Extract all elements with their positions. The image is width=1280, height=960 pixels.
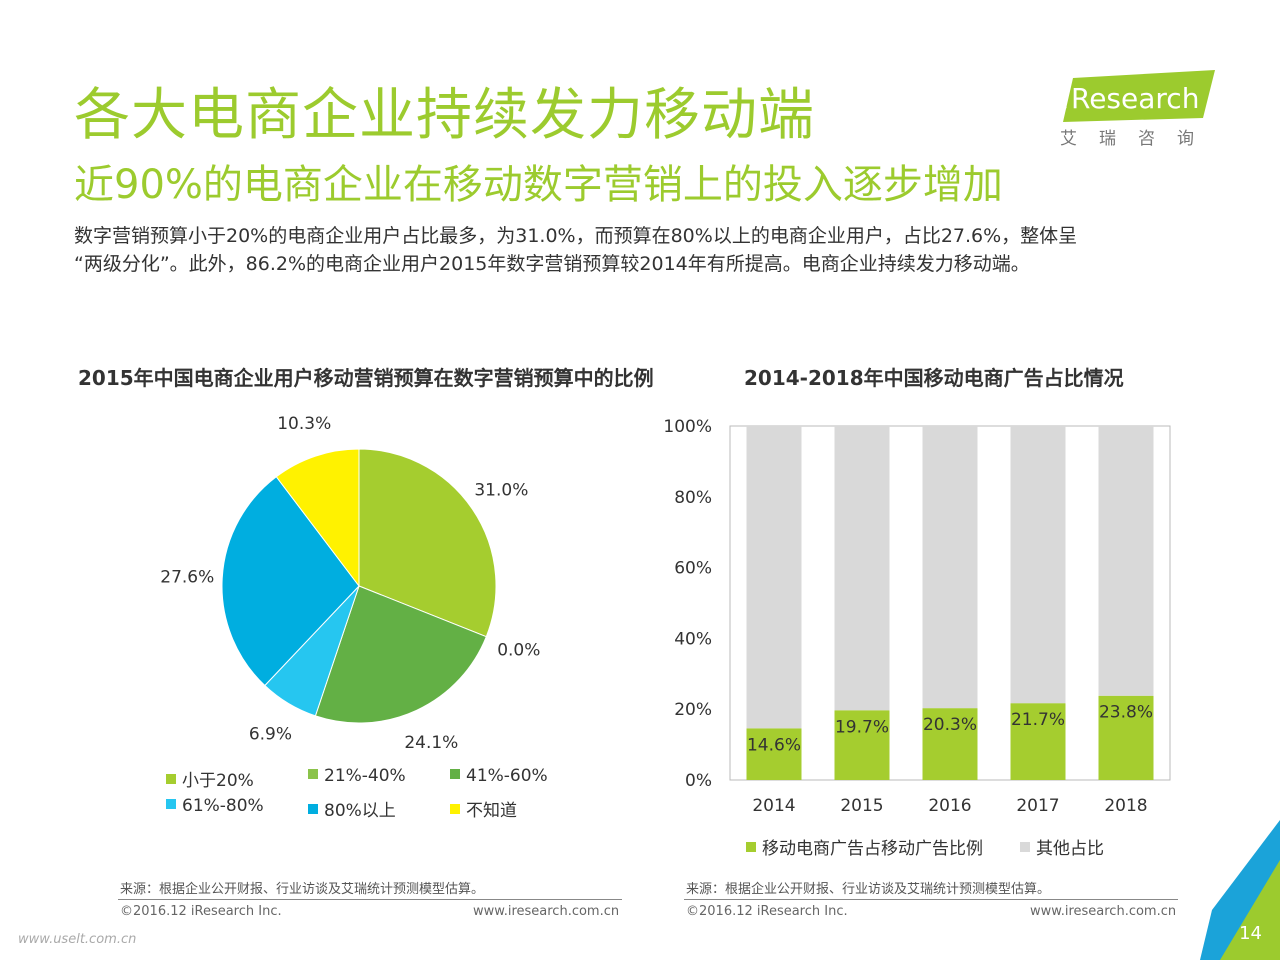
bar-chart: 0% 20% 40% 60% 80% 100% 14.6% 2014 19.7% 2015 20.3… xyxy=(663,417,1171,816)
bar-other xyxy=(746,426,802,729)
y-tick-label: 20% xyxy=(674,700,712,720)
pie-slice xyxy=(358,448,497,638)
bar-other xyxy=(1098,426,1154,696)
legend-item-21-40: 21%-40% xyxy=(308,766,406,786)
legend-label: 移动电商广告占移动广告比例 xyxy=(762,839,983,859)
legend-item-mobile-ad: 移动电商广告占移动广告比例 xyxy=(746,834,983,859)
y-tick-label: 40% xyxy=(674,629,712,649)
legend-label: 80%以上 xyxy=(324,801,396,821)
y-tick-label: 60% xyxy=(674,559,712,579)
legend-label: 其他占比 xyxy=(1036,839,1104,859)
x-tick-label: 2018 xyxy=(1104,796,1147,816)
legend-swatch xyxy=(308,804,318,814)
legend-swatch xyxy=(1020,842,1030,852)
pie-slice-label: 31.0% xyxy=(474,480,528,500)
pie-slice-label: 27.6% xyxy=(160,568,214,588)
site-left: www.iresearch.com.cn xyxy=(473,904,620,919)
logo-text: Research xyxy=(1071,82,1199,115)
footer-divider-right xyxy=(684,899,1178,900)
bar-value-label: 23.8% xyxy=(1099,703,1153,723)
pie-slice-label: 0.0% xyxy=(497,641,540,661)
y-tick-label: 100% xyxy=(663,417,712,437)
legend-swatch xyxy=(746,842,756,852)
site-right: www.iresearch.com.cn xyxy=(1030,904,1177,919)
bar-mobile-ad xyxy=(1010,703,1066,780)
y-tick-label: 80% xyxy=(674,488,712,508)
page-subtitle: 近90%的电商企业在移动数字营销上的投入逐步增加 xyxy=(74,162,1003,208)
logo-i: i xyxy=(1061,81,1069,116)
legend-item-61-80: 61%-80% xyxy=(166,796,264,816)
x-tick-label: 2017 xyxy=(1016,796,1059,816)
logo-chinese: 艾瑞咨询 xyxy=(1060,129,1216,149)
legend-label: 小于20% xyxy=(182,771,254,791)
pie-slice-label: 6.9% xyxy=(249,724,292,744)
bar-other xyxy=(922,426,978,709)
bar-value-label: 21.7% xyxy=(1011,710,1065,730)
legend-swatch xyxy=(450,804,460,814)
pie-slice-label: 24.1% xyxy=(404,733,458,753)
pie-slice xyxy=(314,585,487,724)
legend-item-other: 其他占比 xyxy=(1020,834,1104,859)
body-line-2: “两级分化”。此外，86.2%的电商企业用户2015年数字营销预算较2014年有… xyxy=(74,253,1030,275)
page-number: 14 xyxy=(1239,923,1262,944)
legend-label: 不知道 xyxy=(466,801,517,821)
legend-label: 61%-80% xyxy=(182,796,264,816)
pie-slice-label: 10.3% xyxy=(277,414,331,434)
bar-value-label: 14.6% xyxy=(747,735,801,755)
watermark: www.uselt.com.cn xyxy=(18,932,137,947)
legend-swatch xyxy=(308,769,318,779)
bar-mobile-ad xyxy=(746,728,802,780)
bar-other xyxy=(1010,426,1066,704)
bar-mobile-ad xyxy=(834,710,890,780)
iresearch-logo: i Research xyxy=(1061,70,1215,122)
x-tick-label: 2015 xyxy=(840,796,883,816)
x-tick-label: 2016 xyxy=(928,796,971,816)
legend-label: 41%-60% xyxy=(466,766,548,786)
copyright-right: ©2016.12 iResearch Inc. xyxy=(686,904,848,919)
legend-item-41-60: 41%-60% xyxy=(450,766,548,786)
legend-swatch xyxy=(450,769,460,779)
bar-mobile-ad xyxy=(1098,695,1154,780)
legend-swatch xyxy=(166,774,176,784)
bar-other xyxy=(834,426,890,711)
legend-label: 21%-40% xyxy=(324,766,406,786)
page-title: 各大电商企业持续发力移动端 xyxy=(74,83,815,148)
y-tick-label: 0% xyxy=(685,771,712,791)
corner-decoration xyxy=(1200,820,1280,960)
legend-swatch xyxy=(166,799,176,809)
bar-chart-title: 2014-2018年中国移动电商广告占比情况 xyxy=(744,366,1124,390)
bar-value-label: 19.7% xyxy=(835,717,889,737)
pie-chart-title: 2015年中国电商企业用户移动营销预算在数字营销预算中的比例 xyxy=(78,366,654,390)
legend-item-unknown: 不知道 xyxy=(450,796,517,821)
x-tick-label: 2014 xyxy=(752,796,795,816)
legend-item-under-20: 小于20% xyxy=(166,766,254,791)
bar-mobile-ad xyxy=(922,708,978,780)
bar-value-label: 20.3% xyxy=(923,715,977,735)
body-paragraph: 数字营销预算小于20%的电商企业用户占比最多，为31.0%，而预算在80%以上的… xyxy=(74,222,1194,278)
copyright-left: ©2016.12 iResearch Inc. xyxy=(120,904,282,919)
body-line-1: 数字营销预算小于20%的电商企业用户占比最多，为31.0%，而预算在80%以上的… xyxy=(74,225,1078,247)
source-left: 来源：根据企业公开财报、行业访谈及艾瑞统计预测模型估算。 xyxy=(120,882,485,897)
pie-slice xyxy=(221,476,360,687)
pie-chart: 31.0% 0.0% 24.1% 6.9% 27.6% 10.3% xyxy=(160,414,540,753)
legend-item-over-80: 80%以上 xyxy=(308,796,396,821)
footer-divider-left xyxy=(118,899,622,900)
pie-slice xyxy=(275,448,360,588)
source-right: 来源：根据企业公开财报、行业访谈及艾瑞统计预测模型估算。 xyxy=(686,882,1051,897)
